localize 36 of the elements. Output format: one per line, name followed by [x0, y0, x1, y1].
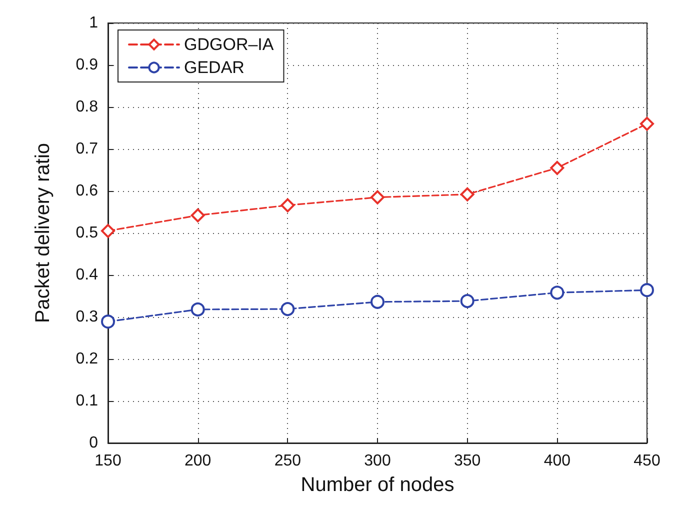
- point: [101, 224, 115, 238]
- x-axis-title: Number of nodes: [300, 474, 454, 496]
- x-tick-label: 350: [454, 452, 481, 470]
- y-axis-title: Packet delivery ratio: [32, 142, 54, 324]
- y-tick-label: 0.7: [76, 140, 98, 158]
- point: [550, 286, 564, 300]
- point: [190, 208, 205, 222]
- point: [280, 302, 295, 316]
- legend-label: GDGOR–IA: [184, 35, 274, 54]
- point: [280, 198, 295, 212]
- x-tick-label: 250: [274, 452, 302, 470]
- y-tick-label: 1: [89, 14, 98, 32]
- y-tick-label: 0.4: [76, 266, 98, 284]
- y-tick-label: 0.3: [76, 308, 98, 326]
- y-tick-label: 0.8: [76, 98, 98, 116]
- point: [370, 190, 384, 204]
- y-tick-label: 0.6: [76, 182, 98, 200]
- y-tick-label: 0.2: [76, 350, 98, 368]
- point: [640, 116, 654, 131]
- point: [370, 294, 384, 309]
- x-tick-label: 450: [634, 452, 660, 470]
- x-tick-label: 150: [94, 452, 122, 470]
- point: [101, 314, 115, 329]
- point: [460, 187, 474, 202]
- x-tick-label: 200: [184, 452, 212, 470]
- y-tick-label: 0.9: [76, 56, 98, 74]
- x-tick-label: 400: [544, 452, 571, 470]
- point: [640, 283, 654, 298]
- point: [460, 294, 474, 308]
- y-tick-label: 0.5: [76, 224, 98, 242]
- point: [550, 160, 564, 175]
- y-tick-label: 0: [89, 434, 98, 452]
- x-tick-label: 300: [364, 452, 391, 470]
- point: [190, 302, 205, 316]
- y-tick-label: 0.1: [76, 392, 98, 410]
- legend-label: GEDAR: [184, 58, 244, 77]
